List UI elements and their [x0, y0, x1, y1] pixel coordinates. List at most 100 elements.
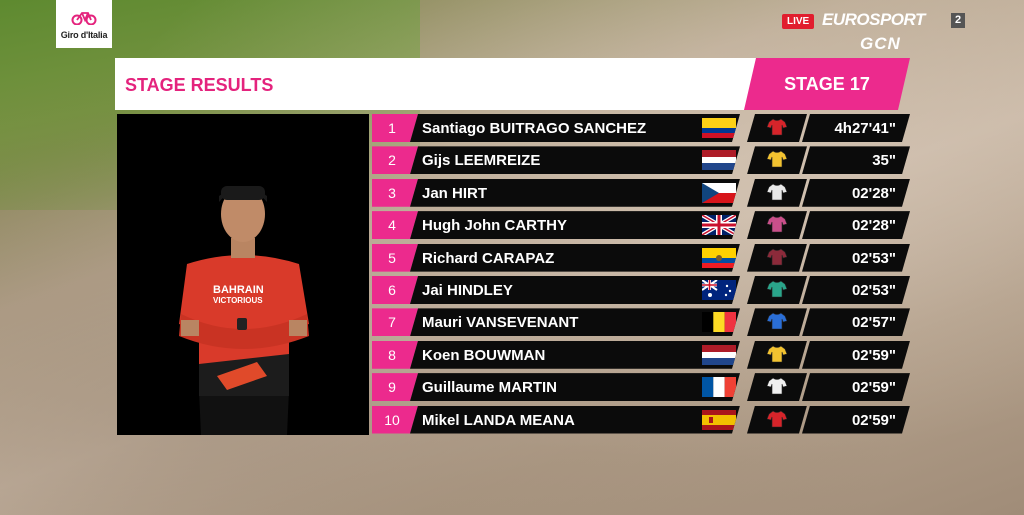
result-row: 7 Mauri VANSEVENANT QST 02'57" [372, 308, 912, 336]
finish-time: 02'59" [851, 346, 896, 364]
jersey-cell [747, 146, 807, 174]
spain-flag-icon [702, 410, 736, 430]
finish-time: 4h27'41" [834, 120, 896, 137]
jersey-cell [747, 406, 807, 434]
position-number: 6 [372, 276, 418, 304]
uk-flag-icon [702, 215, 736, 235]
finish-time: 02'53" [851, 249, 896, 267]
position-number: 8 [372, 341, 418, 369]
sponsor-line1: BAHRAIN [213, 284, 264, 296]
position-number: 10 [372, 406, 418, 434]
rider-cell: Hugh John CARTHY EFE [410, 211, 740, 239]
position-number: 1 [372, 114, 418, 142]
rider-name: Koen BOUWMAN [422, 346, 546, 364]
time-cell: 02'57" [802, 308, 910, 336]
page-title: STAGE RESULTS [125, 75, 274, 95]
team-jersey-icon [767, 248, 787, 271]
czechia-flag-icon [702, 183, 736, 203]
rider-name: Richard CARAPAZ [422, 249, 555, 267]
time-cell: 4h27'41" [802, 114, 910, 142]
results-header: STAGE RESULTS [115, 58, 760, 110]
rider-name: Jan HIRT [422, 184, 488, 202]
finish-time: 02'57" [851, 314, 896, 332]
result-row: 5 Richard CARAPAZ IGD 02'53" [372, 244, 912, 272]
result-row: 6 Jai HINDLEY BOH 02'53" [372, 276, 912, 304]
gcn-logo: GCN [860, 34, 901, 53]
bicycle-icon [71, 9, 97, 28]
rider-cell: Jai HINDLEY BOH [410, 276, 740, 304]
result-row: 10 Mikel LANDA MEANA TBV 02'59" [372, 406, 912, 434]
rider-cell: Mikel LANDA MEANA TBV [410, 406, 740, 434]
team-jersey-icon [767, 312, 787, 335]
jersey-cell [747, 308, 807, 336]
jersey-cell [747, 276, 807, 304]
ecuador-flag-icon [702, 248, 736, 268]
jersey-cell [747, 211, 807, 239]
rider-cell: Gijs LEEMREIZE TJV [410, 146, 740, 174]
rider-name: Mauri VANSEVENANT [422, 314, 579, 332]
rider-name: Guillaume MARTIN [422, 379, 558, 397]
position-number: 4 [372, 211, 418, 239]
jersey-cell [747, 114, 807, 142]
result-row: 2 Gijs LEEMREIZE TJV 35" [372, 146, 912, 174]
team-jersey-icon [767, 345, 787, 368]
team-jersey-icon [767, 410, 787, 433]
jersey-cell [747, 373, 807, 401]
france-flag-icon [702, 377, 736, 397]
position-number: 5 [372, 244, 418, 272]
rider-cell: Mauri VANSEVENANT QST [410, 308, 740, 336]
team-jersey-icon [767, 215, 787, 238]
rider-name: Gijs LEEMREIZE [422, 152, 541, 170]
jersey-cell [747, 341, 807, 369]
live-badge: LIVE [782, 14, 815, 29]
netherlands-flag-icon [702, 345, 736, 365]
team-jersey-icon [767, 183, 787, 206]
stage-label: STAGE 17 [784, 74, 870, 94]
time-cell: 35" [802, 146, 910, 174]
channel-number: 2 [951, 13, 965, 28]
finish-time: 02'59" [851, 411, 896, 429]
finish-time: 02'28" [851, 217, 896, 235]
netherlands-flag-icon [702, 150, 736, 170]
position-number: 3 [372, 179, 418, 207]
time-cell: 02'53" [802, 276, 910, 304]
rider-photo: BAHRAIN VICTORIOUS [117, 114, 369, 435]
team-jersey-icon [767, 150, 787, 173]
finish-time: 35" [872, 152, 896, 170]
time-cell: 02'59" [802, 341, 910, 369]
results-table: 1 Santiago BUITRAGO SANCHEZ TBV 4h27'41"… [372, 114, 912, 438]
rider-cell: Jan HIRT IWG [410, 179, 740, 207]
result-row: 8 Koen BOUWMAN TJV 02'59" [372, 341, 912, 369]
eurosport-logo: EUROSPORT [822, 10, 925, 29]
rider-name: Mikel LANDA MEANA [422, 411, 575, 429]
logo-text: Giro d'Italia [60, 29, 108, 40]
time-cell: 02'59" [802, 406, 910, 434]
time-cell: 02'59" [802, 373, 910, 401]
position-number: 9 [372, 373, 418, 401]
result-row: 1 Santiago BUITRAGO SANCHEZ TBV 4h27'41" [372, 114, 912, 142]
team-jersey-icon [767, 377, 787, 400]
rider-cell: Richard CARAPAZ IGD [410, 244, 740, 272]
jersey-cell [747, 244, 807, 272]
position-number: 2 [372, 146, 418, 174]
australia-flag-icon [702, 280, 736, 300]
time-cell: 02'28" [802, 179, 910, 207]
rider-name: Santiago BUITRAGO SANCHEZ [422, 120, 647, 137]
result-row: 9 Guillaume MARTIN COF 02'59" [372, 373, 912, 401]
finish-time: 02'53" [851, 281, 896, 299]
rider-name: Jai HINDLEY [422, 281, 513, 299]
colombia-flag-icon [702, 118, 736, 138]
time-cell: 02'53" [802, 244, 910, 272]
sponsor-line2: VICTORIOUS [213, 296, 263, 305]
rider-cell: Santiago BUITRAGO SANCHEZ TBV [410, 114, 740, 142]
rider-name: Hugh John CARTHY [422, 217, 567, 235]
belgium-flag-icon [702, 312, 736, 332]
finish-time: 02'28" [851, 184, 896, 202]
result-row: 4 Hugh John CARTHY EFE 02'28" [372, 211, 912, 239]
finish-time: 02'59" [851, 379, 896, 397]
team-jersey-icon [767, 280, 787, 303]
team-jersey-icon [767, 118, 787, 141]
result-row: 3 Jan HIRT IWG 02'28" [372, 179, 912, 207]
rider-cell: Guillaume MARTIN COF [410, 373, 740, 401]
position-number: 7 [372, 308, 418, 336]
